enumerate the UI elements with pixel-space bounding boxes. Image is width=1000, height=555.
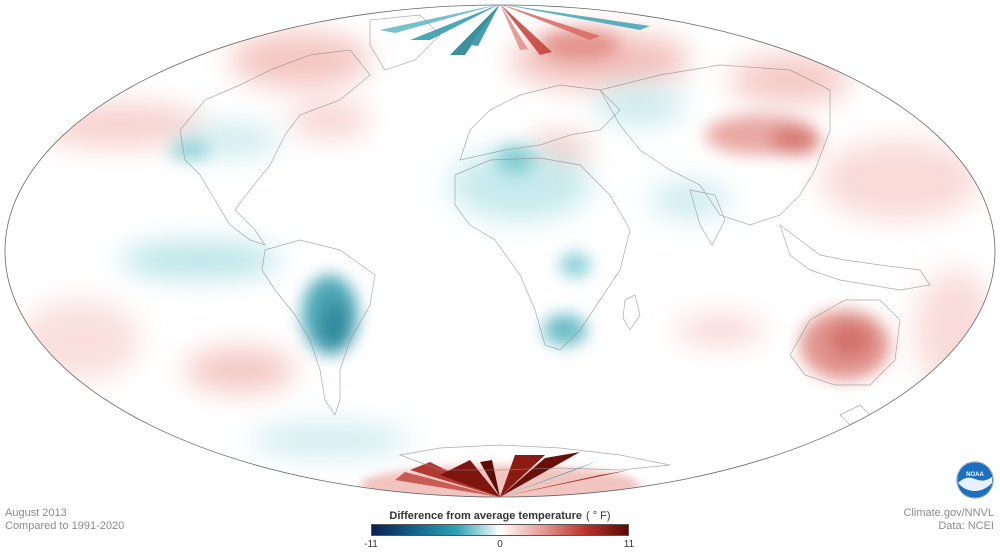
legend-colorbar <box>371 524 629 536</box>
map-caption: August 2013 Compared to 1991-2020 <box>5 507 124 533</box>
map-baseline: Compared to 1991-2020 <box>5 520 125 532</box>
arctic-streaks <box>380 5 650 55</box>
map-date: August 2013 <box>5 507 67 519</box>
color-legend: Difference from average temperature( ° F… <box>362 510 638 554</box>
legend-max-label: 11 <box>623 539 635 550</box>
svg-text:NOAA: NOAA <box>966 472 984 478</box>
globe-outline <box>4 4 996 498</box>
legend-mid-label: 0 <box>497 539 503 550</box>
legend-unit: ( ° F) <box>586 510 611 522</box>
source-credit: Climate.gov/NNVL <box>903 507 994 519</box>
legend-min-label: -11 <box>364 539 378 550</box>
noaa-logo-icon: NOAA <box>956 461 994 499</box>
anomaly-field <box>20 5 995 497</box>
data-credit: Data: NCEI <box>938 520 994 532</box>
legend-title: Difference from average temperature( ° F… <box>389 510 611 522</box>
map-credits: Climate.gov/NNVL Data: NCEI <box>904 507 994 533</box>
